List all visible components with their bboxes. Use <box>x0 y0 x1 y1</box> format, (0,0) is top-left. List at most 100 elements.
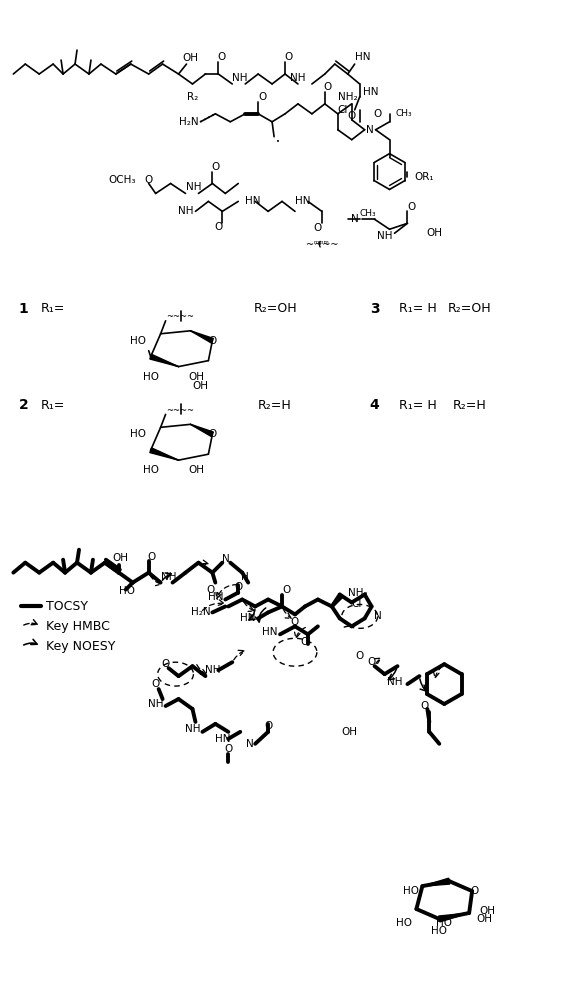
Text: HO: HO <box>143 465 159 475</box>
Text: O: O <box>264 721 272 731</box>
Text: O: O <box>324 82 332 92</box>
Text: O: O <box>356 651 364 661</box>
Text: O: O <box>301 637 309 647</box>
Text: N: N <box>246 739 254 749</box>
Text: HO: HO <box>143 371 159 381</box>
Text: O: O <box>420 700 428 711</box>
Text: O: O <box>144 175 153 185</box>
Text: O: O <box>148 551 156 562</box>
Text: HN: HN <box>262 627 278 637</box>
Text: OH: OH <box>479 906 495 916</box>
Text: HN: HN <box>215 734 231 744</box>
Text: 2: 2 <box>19 398 28 412</box>
Text: HO: HO <box>130 336 146 346</box>
Text: O: O <box>206 585 215 595</box>
Text: OH: OH <box>113 552 129 563</box>
Text: OH: OH <box>342 727 358 737</box>
Text: O: O <box>374 109 382 119</box>
Text: O: O <box>284 52 292 62</box>
Text: HO: HO <box>431 926 448 936</box>
Text: R₁=: R₁= <box>41 302 65 315</box>
Text: TOCSY: TOCSY <box>46 600 88 613</box>
Text: O: O <box>407 203 416 212</box>
Polygon shape <box>150 448 179 460</box>
Text: OR₁: OR₁ <box>414 172 434 182</box>
Text: NH: NH <box>161 572 176 582</box>
Text: NH: NH <box>387 677 402 687</box>
Polygon shape <box>439 913 469 922</box>
Text: N: N <box>351 214 359 224</box>
Text: •: • <box>276 138 280 144</box>
Text: Key HMBC: Key HMBC <box>46 619 110 633</box>
Text: O: O <box>151 679 160 689</box>
Text: O: O <box>234 582 242 592</box>
Text: NH: NH <box>377 231 392 241</box>
Text: O: O <box>470 886 478 896</box>
Text: NH₂: NH₂ <box>347 588 367 598</box>
Text: R₂=H: R₂=H <box>258 399 292 412</box>
Text: NH: NH <box>232 73 248 83</box>
Text: R₂: R₂ <box>187 92 198 102</box>
Text: 1: 1 <box>19 302 28 316</box>
Text: NH: NH <box>178 206 193 216</box>
Text: OH: OH <box>183 53 198 63</box>
Text: O: O <box>208 336 217 346</box>
Text: 4: 4 <box>370 398 379 412</box>
Text: O: O <box>214 222 222 232</box>
Text: N: N <box>222 553 230 564</box>
Text: HO: HO <box>436 918 452 928</box>
Polygon shape <box>190 424 214 437</box>
Text: ~~~~: ~~~~ <box>166 312 194 321</box>
Text: NH: NH <box>290 73 306 83</box>
Text: OH: OH <box>193 380 208 390</box>
Text: HO: HO <box>119 586 135 596</box>
Text: O: O <box>217 52 225 62</box>
Text: Cl: Cl <box>338 105 348 115</box>
Text: O: O <box>224 744 232 754</box>
Text: CH₃: CH₃ <box>359 208 376 217</box>
Text: HN: HN <box>363 87 378 97</box>
Text: O: O <box>161 659 170 669</box>
Text: R₂=H: R₂=H <box>452 399 486 412</box>
Text: O: O <box>211 162 219 172</box>
Text: H₂N: H₂N <box>179 117 198 126</box>
Text: O: O <box>282 585 290 595</box>
Text: ₘₘₘ: ₘₘₘ <box>314 237 330 246</box>
Polygon shape <box>423 878 450 886</box>
Text: ~~~~: ~~~~ <box>166 406 194 415</box>
Text: HO: HO <box>403 886 420 896</box>
Text: R₂=OH: R₂=OH <box>253 302 297 315</box>
Polygon shape <box>150 355 179 367</box>
Text: R₁= H: R₁= H <box>399 302 436 315</box>
Text: OH: OH <box>476 914 492 924</box>
Text: NH: NH <box>184 724 200 734</box>
Text: NH: NH <box>205 665 221 675</box>
Text: N: N <box>365 124 374 134</box>
Text: Cl: Cl <box>352 600 362 610</box>
Text: HO: HO <box>130 430 146 440</box>
Text: CH₃: CH₃ <box>396 110 412 119</box>
Polygon shape <box>190 331 214 343</box>
Text: O: O <box>208 430 217 440</box>
Text: HN: HN <box>208 592 223 602</box>
Text: HN: HN <box>295 197 310 206</box>
Text: O: O <box>291 618 299 627</box>
Text: N: N <box>374 612 381 621</box>
Text: 3: 3 <box>370 302 379 316</box>
Text: NH: NH <box>186 183 201 193</box>
Text: R₂=OH: R₂=OH <box>448 302 491 315</box>
Text: OH: OH <box>189 371 204 381</box>
Text: OH: OH <box>426 228 442 238</box>
Text: HN: HN <box>354 52 370 62</box>
Text: O: O <box>347 111 356 121</box>
Text: OCH₃: OCH₃ <box>108 175 136 185</box>
Text: HO: HO <box>396 918 413 928</box>
Text: ~~~~: ~~~~ <box>306 240 338 250</box>
Text: R₁= H: R₁= H <box>399 399 436 412</box>
Text: R₁=: R₁= <box>41 399 65 412</box>
Text: O: O <box>314 223 322 233</box>
Text: NH₂: NH₂ <box>338 92 357 102</box>
Text: HN: HN <box>240 614 256 623</box>
Text: O: O <box>258 92 266 102</box>
Text: OH: OH <box>189 465 204 475</box>
